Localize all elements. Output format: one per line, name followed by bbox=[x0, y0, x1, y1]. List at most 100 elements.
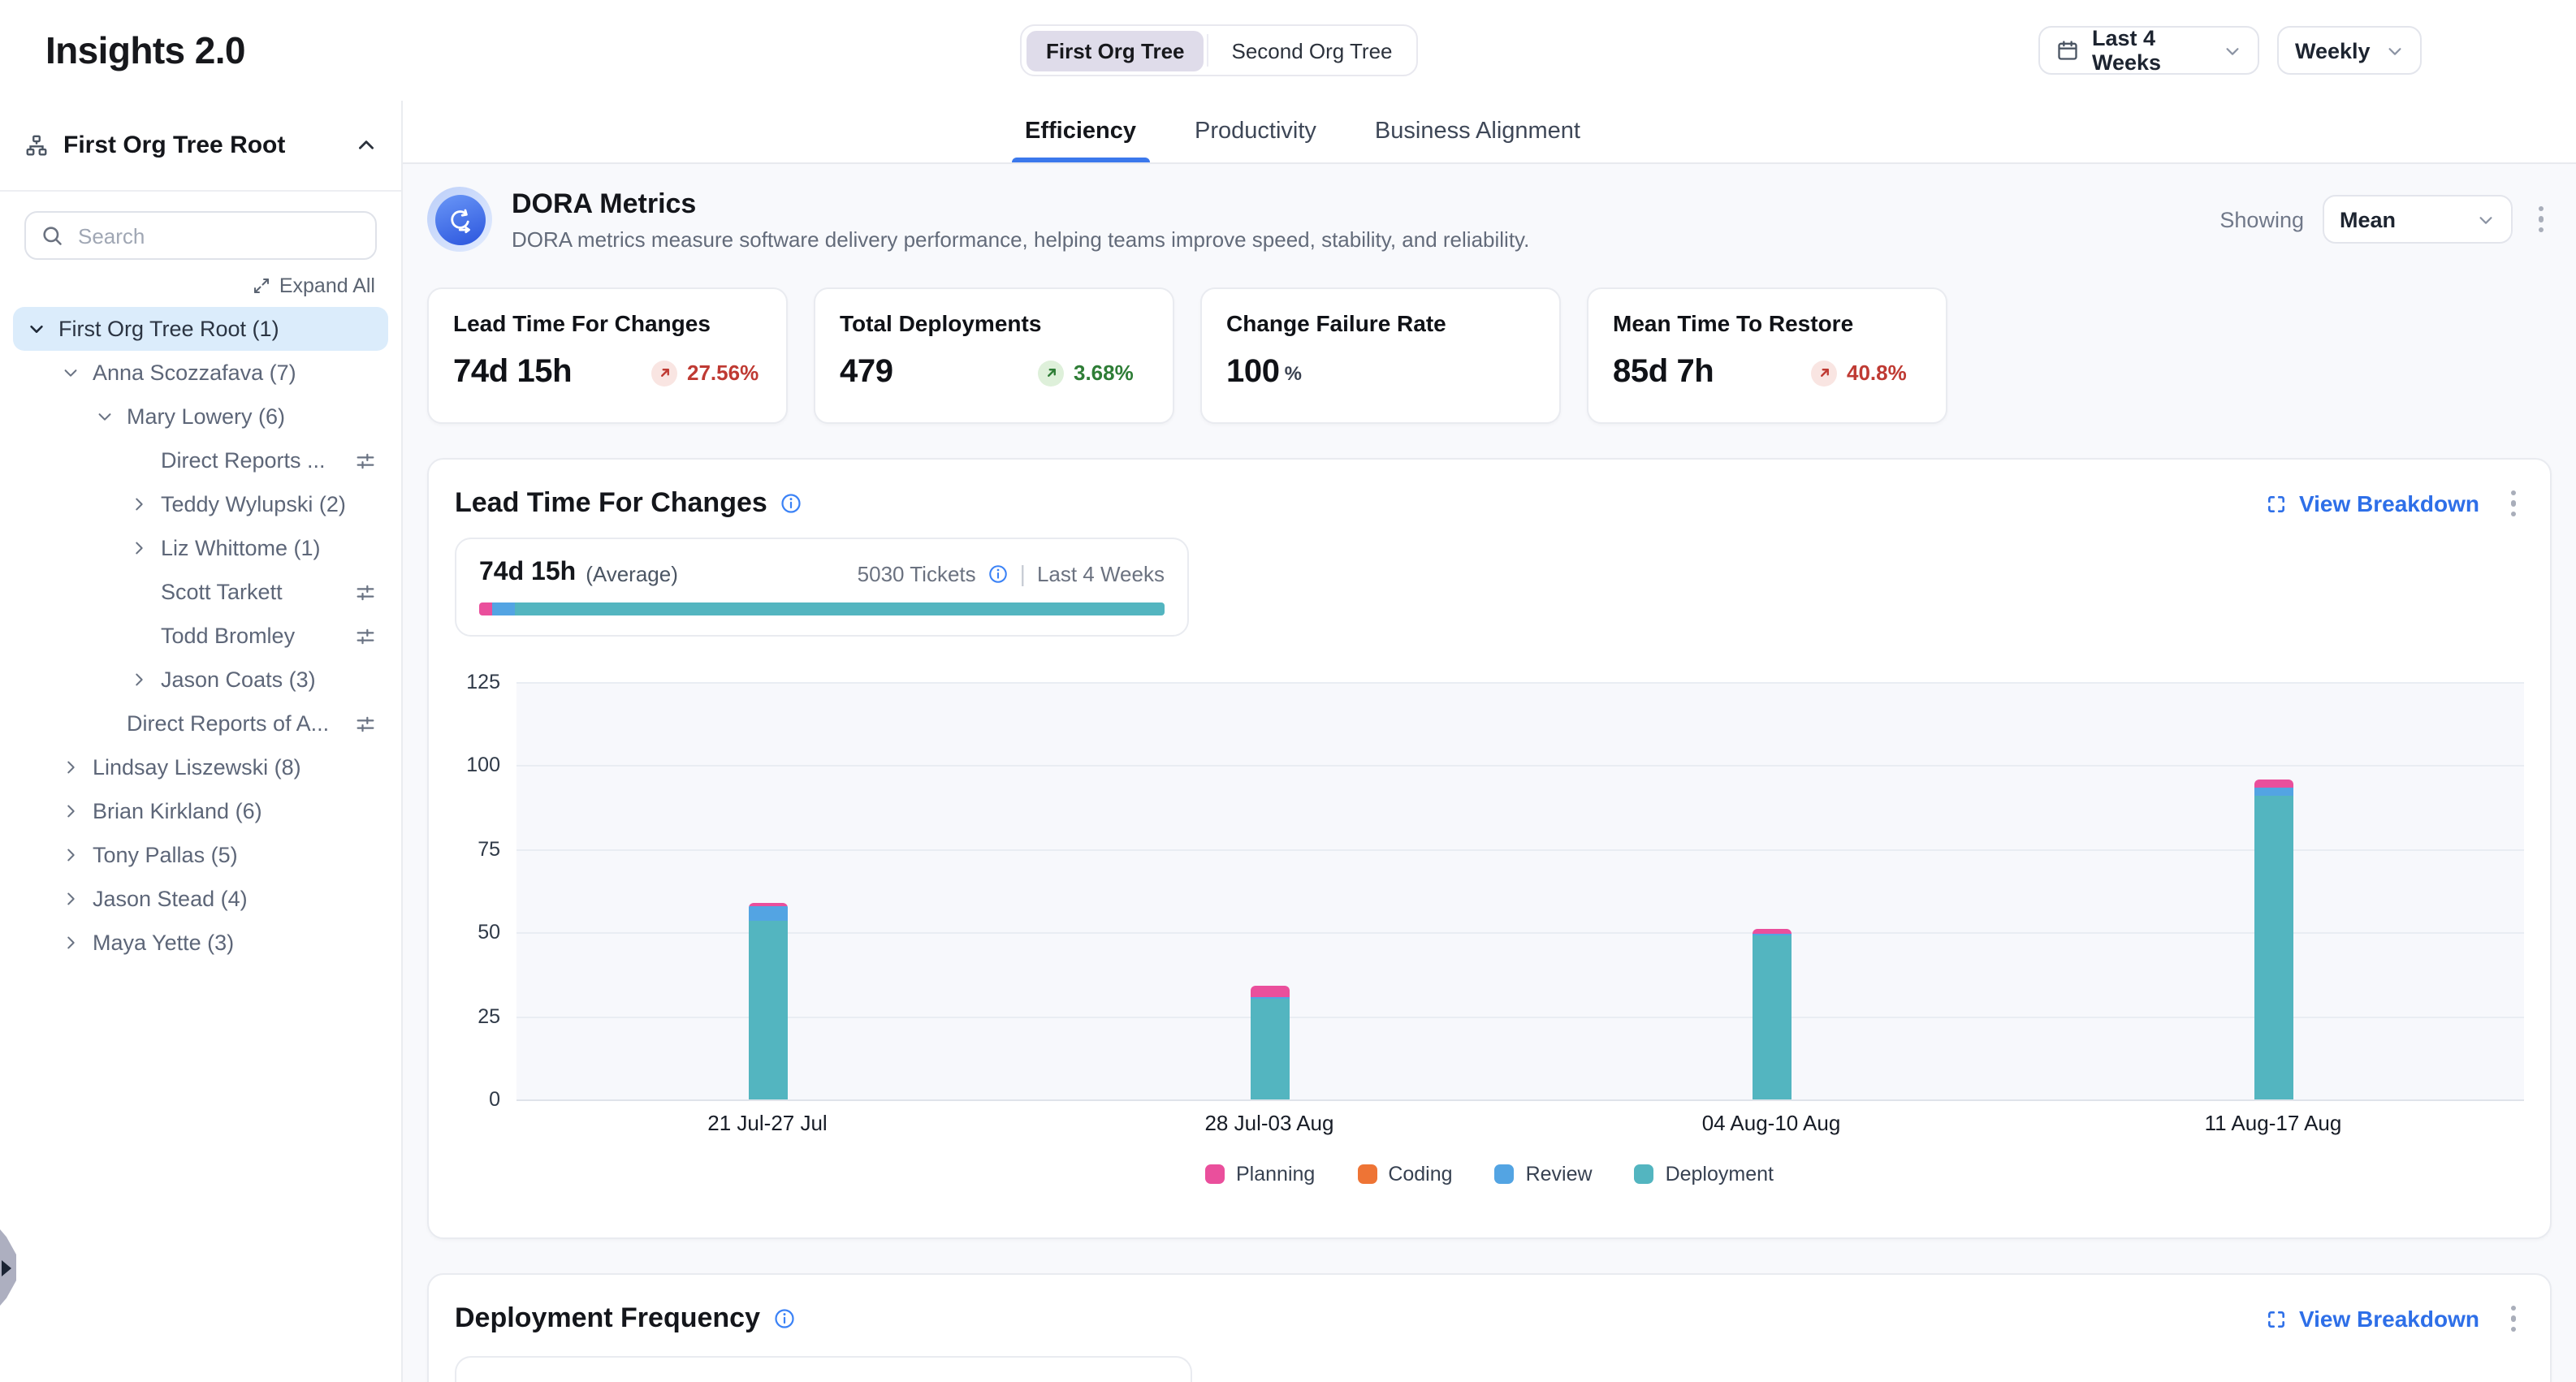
bar-segment-planning bbox=[1250, 986, 1289, 997]
tab-bar: Efficiency Productivity Business Alignme… bbox=[403, 101, 2576, 164]
chevron-down-icon[interactable] bbox=[23, 316, 49, 342]
metric-card-value: 74d 15h bbox=[453, 354, 573, 390]
deployment-frequency-kebab-menu-icon[interactable] bbox=[2502, 1299, 2524, 1339]
chevron-right-icon[interactable] bbox=[125, 491, 151, 517]
legend-swatch bbox=[1205, 1164, 1225, 1183]
filter-sliders-icon[interactable] bbox=[354, 449, 377, 472]
filter-sliders-icon[interactable] bbox=[354, 712, 377, 735]
aggregation-dropdown[interactable]: Mean bbox=[2322, 195, 2512, 244]
chevron-right-icon[interactable] bbox=[57, 886, 83, 912]
metric-card[interactable]: Change Failure Rate 100% bbox=[1200, 287, 1561, 424]
view-breakdown-button[interactable]: View Breakdown bbox=[2267, 1306, 2479, 1332]
metric-card-title: Total Deployments bbox=[840, 310, 1042, 336]
tree-item[interactable]: Maya Yette (3) bbox=[13, 921, 388, 965]
search-input[interactable] bbox=[24, 211, 377, 260]
dora-kebab-menu-icon[interactable] bbox=[2530, 200, 2552, 240]
bar-segment-planning bbox=[2254, 780, 2293, 788]
gridline bbox=[516, 932, 2524, 935]
legend-swatch bbox=[1357, 1164, 1377, 1183]
metric-card[interactable]: Total Deployments 479 3.68% bbox=[814, 287, 1174, 424]
chevron-right-icon[interactable] bbox=[57, 798, 83, 824]
tab-productivity[interactable]: Productivity bbox=[1195, 119, 1316, 145]
tree-item[interactable]: Jason Stead (4) bbox=[13, 877, 388, 921]
legend-item-review[interactable]: Review bbox=[1494, 1162, 1593, 1185]
tree-item[interactable]: First Org Tree Root (1) bbox=[13, 307, 388, 351]
filter-sliders-icon[interactable] bbox=[354, 581, 377, 603]
tree-item[interactable]: Direct Reports ... bbox=[13, 438, 388, 482]
toggle-first-org-tree[interactable]: First Org Tree bbox=[1027, 30, 1204, 71]
main-content: Efficiency Productivity Business Alignme… bbox=[403, 101, 2576, 1382]
chart-x-axis-labels: 21 Jul-27 Jul 28 Jul-03 Aug 04 Aug-10 Aug 1… bbox=[516, 1111, 2524, 1140]
deployment-frequency-header: Deployment Frequency View Breakdown bbox=[455, 1298, 2524, 1340]
expand-all-row: Expand All bbox=[0, 260, 401, 304]
tree-item[interactable]: Scott Tarkett bbox=[13, 570, 388, 614]
tree-item[interactable]: Mary Lowery (6) bbox=[13, 395, 388, 438]
granularity-dropdown[interactable]: Weekly bbox=[2277, 26, 2422, 75]
chart-column bbox=[516, 682, 1018, 1099]
org-tree-icon bbox=[24, 133, 49, 158]
bar-28-jul-03-aug[interactable] bbox=[1250, 986, 1289, 1099]
chevron-right-icon[interactable] bbox=[57, 930, 83, 956]
info-icon[interactable] bbox=[780, 492, 803, 515]
chevron-down-icon[interactable] bbox=[57, 360, 83, 386]
info-icon[interactable] bbox=[988, 563, 1009, 584]
view-breakdown-button[interactable]: View Breakdown bbox=[2267, 490, 2479, 516]
top-bar: Insights 2.0 First Org Tree Second Org T… bbox=[0, 0, 2576, 101]
chevron-right-icon[interactable] bbox=[125, 535, 151, 561]
bar-11-aug-17-aug[interactable] bbox=[2254, 780, 2293, 1099]
tree-item[interactable]: Teddy Wylupski (2) bbox=[13, 482, 388, 526]
sidebar-collapse-chevron-up-icon[interactable] bbox=[356, 135, 377, 156]
tree-item-label: Jason Coats (3) bbox=[161, 667, 316, 692]
chevron-right-icon[interactable] bbox=[125, 667, 151, 693]
summary-divider: | bbox=[1019, 560, 1026, 586]
tree-item[interactable]: Anna Scozzafava (7) bbox=[13, 351, 388, 395]
tree-item[interactable]: Jason Coats (3) bbox=[13, 658, 388, 702]
tree-item[interactable]: Direct Reports of A... bbox=[13, 702, 388, 745]
phase-segment-deployment bbox=[514, 602, 1165, 615]
tree-item[interactable]: Todd Bromley bbox=[13, 614, 388, 658]
metric-card[interactable]: Mean Time To Restore 85d 7h 40.8% bbox=[1587, 287, 1947, 424]
legend-item-deployment[interactable]: Deployment bbox=[1634, 1162, 1774, 1185]
dora-description: DORA metrics measure software delivery p… bbox=[512, 227, 1530, 252]
granularity-value: Weekly bbox=[2295, 38, 2371, 63]
bar-21-jul-27-jul[interactable] bbox=[748, 902, 787, 1099]
lead-time-kebab-menu-icon[interactable] bbox=[2502, 484, 2524, 524]
summary-row: 74d 15h (Average) 5030 Tickets | Last 4 … bbox=[479, 559, 1165, 588]
legend-label: Coding bbox=[1388, 1162, 1453, 1185]
expand-all-link[interactable]: Expand All bbox=[252, 274, 375, 297]
chevron-right-icon[interactable] bbox=[57, 754, 83, 780]
panel-expand-handle[interactable] bbox=[0, 1229, 16, 1306]
info-icon[interactable] bbox=[773, 1307, 796, 1330]
breakdown-corners-icon bbox=[2267, 1308, 2288, 1329]
bar-segment-review bbox=[1250, 996, 1289, 999]
lead-time-title: Lead Time For Changes bbox=[455, 487, 767, 518]
tree-item[interactable]: Lindsay Liszewski (8) bbox=[13, 745, 388, 789]
tree-item-label: Lindsay Liszewski (8) bbox=[93, 755, 301, 780]
metric-card[interactable]: Lead Time For Changes 74d 15h 27.56% bbox=[427, 287, 788, 424]
tree-item[interactable]: Tony Pallas (5) bbox=[13, 833, 388, 877]
delta-value: 40.8% bbox=[1847, 361, 1907, 385]
y-axis-tick-label: 125 bbox=[466, 671, 500, 693]
tab-business-alignment[interactable]: Business Alignment bbox=[1374, 119, 1580, 145]
tree-item[interactable]: Brian Kirkland (6) bbox=[13, 789, 388, 833]
chevron-down-icon[interactable] bbox=[91, 404, 117, 430]
dora-metrics-header: DORA Metrics DORA metrics measure softwa… bbox=[427, 184, 2552, 265]
bar-04-aug-10-aug[interactable] bbox=[1752, 929, 1791, 1099]
x-axis-tick-label: 21 Jul-27 Jul bbox=[707, 1111, 828, 1135]
tree-item-label: Anna Scozzafava (7) bbox=[93, 361, 296, 385]
metric-card-value: 479 bbox=[840, 354, 893, 390]
date-range-dropdown[interactable]: Last 4 Weeks bbox=[2038, 26, 2259, 75]
tree-item[interactable]: Liz Whittome (1) bbox=[13, 526, 388, 570]
calendar-icon bbox=[2056, 39, 2079, 62]
toggle-second-org-tree[interactable]: Second Org Tree bbox=[1231, 38, 1393, 63]
tab-efficiency[interactable]: Efficiency bbox=[1012, 101, 1148, 162]
metric-card-title: Change Failure Rate bbox=[1226, 310, 1446, 336]
legend-item-coding[interactable]: Coding bbox=[1357, 1162, 1453, 1185]
legend-item-planning[interactable]: Planning bbox=[1205, 1162, 1315, 1185]
summary-average-label: (Average) bbox=[586, 561, 678, 585]
phase-distribution-bar bbox=[479, 602, 1165, 615]
filter-sliders-icon[interactable] bbox=[354, 624, 377, 647]
chevron-right-icon[interactable] bbox=[57, 842, 83, 868]
chevron-down-icon bbox=[2386, 41, 2404, 59]
metric-card-value-row: 479 3.68% bbox=[840, 354, 1148, 391]
